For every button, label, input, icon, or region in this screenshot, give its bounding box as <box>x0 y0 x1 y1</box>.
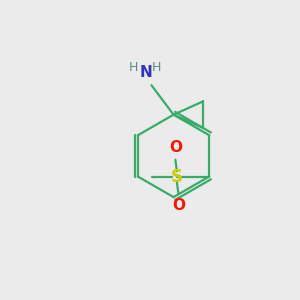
Text: H: H <box>152 61 161 74</box>
Text: N: N <box>140 65 152 80</box>
Text: H: H <box>129 61 139 74</box>
Text: O: O <box>169 140 182 155</box>
Text: S: S <box>171 167 183 185</box>
Text: O: O <box>172 198 185 213</box>
